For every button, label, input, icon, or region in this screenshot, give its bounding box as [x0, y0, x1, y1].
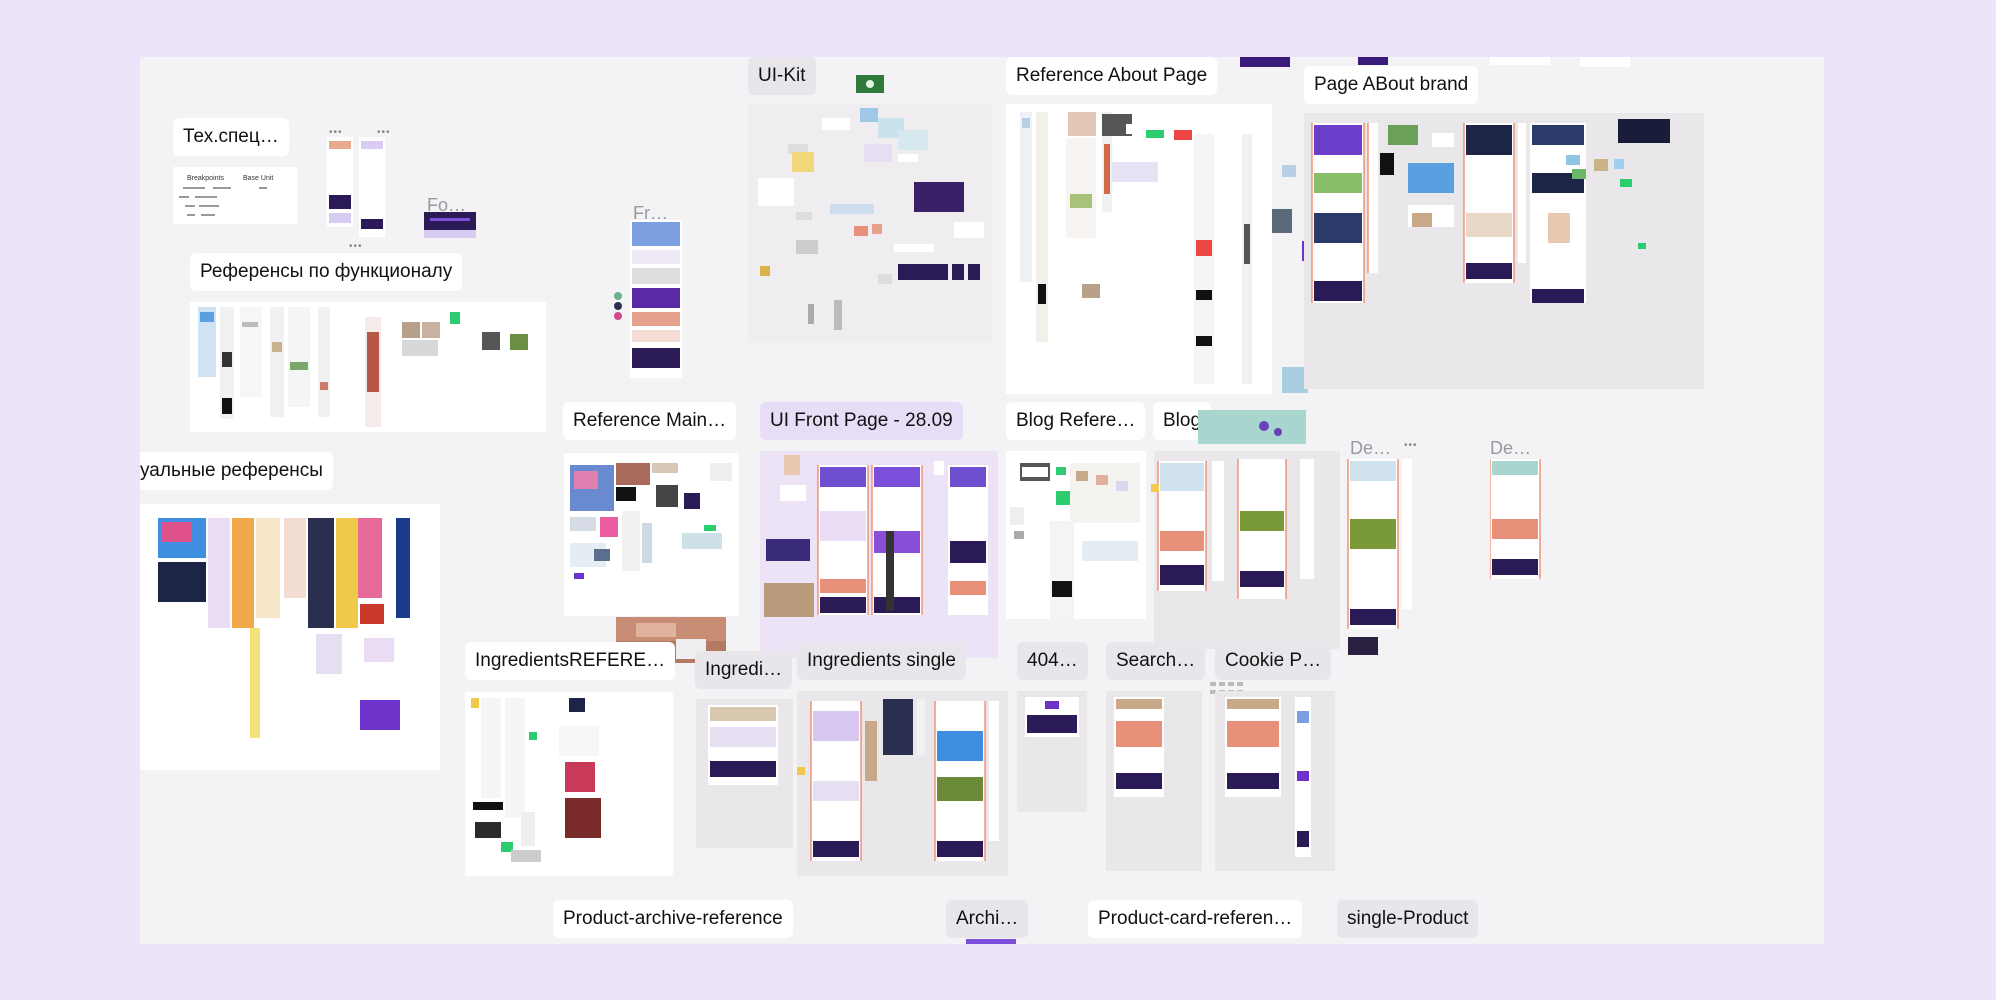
ingredients-reference-frame[interactable]: [465, 692, 673, 876]
frame-label-tech-spec[interactable]: Тех.спец…: [173, 118, 289, 156]
frame-label-fo[interactable]: Fo…: [427, 195, 467, 215]
frame-label-404[interactable]: 404…: [1017, 642, 1088, 680]
page-about-brand-frame[interactable]: [1304, 113, 1704, 389]
fo-frame-art: [424, 212, 476, 238]
frame-label-functional-refs[interactable]: Референсы по функционалу: [190, 253, 463, 291]
frame-label-blog-reference[interactable]: Blog Refere…: [1006, 402, 1146, 440]
blog-frame[interactable]: [1154, 451, 1340, 649]
page-about-brand-art: [1311, 119, 1670, 303]
page-404-art: [1025, 697, 1079, 737]
functional-refs-frame[interactable]: [190, 302, 546, 432]
archi-thumb: [966, 939, 1016, 944]
tech-spec-frame[interactable]: Breakpoints Base Unit: [173, 167, 297, 224]
frame-label-cookie[interactable]: Cookie P…: [1215, 642, 1332, 680]
search-art: [1114, 697, 1164, 797]
reference-main-frame[interactable]: [564, 453, 739, 616]
frame-label-de-2[interactable]: De…: [1490, 438, 1532, 458]
ellipsis-icon: •••: [1404, 440, 1418, 451]
visual-refs-art: [158, 518, 410, 738]
ellipsis-icon: •••: [377, 127, 391, 138]
functional-refs-art: [198, 307, 540, 427]
frame-label-product-archive-ref[interactable]: Product-archive-reference: [553, 900, 793, 938]
search-frame[interactable]: [1106, 691, 1202, 871]
frame-label-ui-kit[interactable]: UI-Kit: [748, 57, 816, 95]
mobile-frames-art: [327, 137, 385, 237]
blog-reference-frame[interactable]: [1006, 451, 1146, 619]
ui-front-page-art: [764, 455, 988, 617]
de-frame-2-art: [1490, 459, 1541, 579]
frame-label-ingredients-reference[interactable]: IngredientsREFERE…: [465, 642, 676, 680]
reference-main-art: [570, 463, 732, 579]
tech-spec-table-art: [179, 187, 267, 216]
frame-label-reference-main[interactable]: Reference Main…: [563, 402, 737, 440]
frame-label-blog[interactable]: Blog: [1153, 402, 1212, 440]
ingredients-reference-art: [471, 698, 601, 862]
fr-mobile-frame-art: [614, 220, 682, 378]
ingredi-frame[interactable]: [696, 699, 793, 848]
figma-canvas[interactable]: Тех.спец… Breakpoints Base Unit ••• ••• …: [140, 57, 1824, 944]
reference-about-frame[interactable]: [1006, 104, 1272, 394]
frame-label-ingredients-single[interactable]: Ingredients single: [797, 642, 966, 680]
frame-label-product-card-ref[interactable]: Product-card-referen…: [1088, 900, 1303, 938]
frame-label-page-about-brand[interactable]: Page ABout brand: [1304, 66, 1479, 104]
frame-label-visual-refs[interactable]: уальные референсы: [140, 452, 333, 490]
frame-label-search[interactable]: Search…: [1106, 642, 1206, 680]
breakpoints-header: Breakpoints: [187, 175, 224, 182]
top-edge-thumbs: [1240, 57, 1630, 67]
ui-kit-frame[interactable]: [748, 104, 992, 343]
base-unit-header: Base Unit: [243, 175, 274, 182]
ingredients-single-frame[interactable]: [797, 691, 1008, 876]
visual-refs-frame[interactable]: [140, 504, 440, 770]
ellipsis-icon: •••: [349, 241, 363, 252]
page-404-frame[interactable]: [1017, 691, 1087, 812]
ui-kit-art: [758, 108, 984, 330]
frame-label-reference-about[interactable]: Reference About Page: [1006, 57, 1218, 95]
frame-label-ui-front-page[interactable]: UI Front Page - 28.09: [760, 402, 963, 440]
frame-label-de-1[interactable]: De…: [1350, 438, 1392, 458]
blog-header-photo: [1198, 410, 1306, 444]
cookie-frame[interactable]: [1215, 691, 1335, 871]
frame-label-archi[interactable]: Archi…: [946, 900, 1029, 938]
ingredi-art: [708, 705, 778, 785]
ui-front-page-frame[interactable]: [760, 451, 998, 658]
teal-thumb: [1282, 367, 1308, 393]
ui-kit-thumb: [856, 75, 884, 93]
cookie-art: [1225, 697, 1311, 857]
reference-about-art: [1020, 112, 1252, 384]
frame-label-single-product[interactable]: single-Product: [1337, 900, 1479, 938]
yellow-marker: [1151, 484, 1159, 492]
blog-reference-art: [1010, 463, 1140, 619]
blog-art: [1157, 459, 1314, 599]
frame-label-ingredi[interactable]: Ingredi…: [695, 651, 793, 689]
de-frame-1-art: [1347, 459, 1412, 655]
frame-label-fr[interactable]: Fr…: [633, 203, 668, 223]
ingredients-single-art: [797, 699, 999, 861]
ellipsis-icon: •••: [329, 127, 343, 138]
